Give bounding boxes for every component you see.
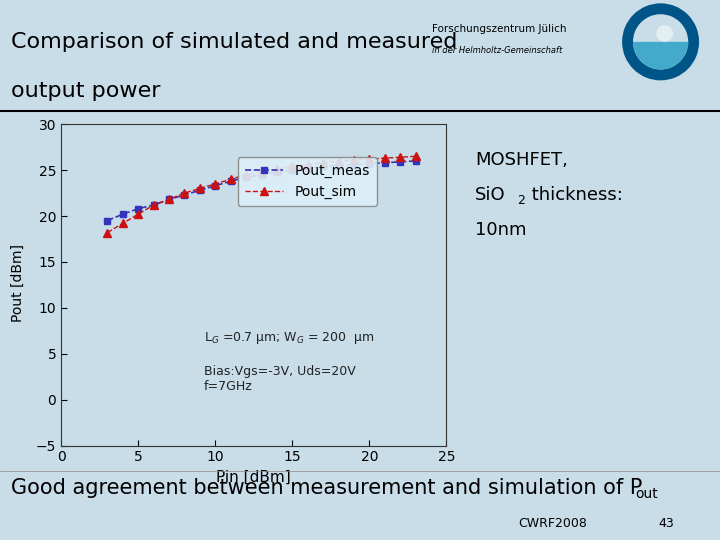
Text: 10nm: 10nm: [475, 221, 527, 239]
Text: in der Helmholtz-Gemeinschaft: in der Helmholtz-Gemeinschaft: [432, 46, 562, 55]
X-axis label: Pin [dBm]: Pin [dBm]: [217, 470, 291, 485]
Text: MOSHFET,: MOSHFET,: [475, 151, 568, 169]
Wedge shape: [633, 42, 688, 70]
Circle shape: [657, 25, 673, 42]
Text: Comparison of simulated and measured: Comparison of simulated and measured: [11, 32, 457, 52]
Legend: Pout_meas, Pout_sim: Pout_meas, Pout_sim: [238, 157, 377, 206]
Wedge shape: [622, 3, 699, 80]
Text: Good agreement between measurement and simulation of P: Good agreement between measurement and s…: [11, 478, 642, 498]
Text: 43: 43: [659, 517, 675, 530]
Text: thickness:: thickness:: [526, 186, 623, 204]
Text: SiO: SiO: [475, 186, 506, 204]
Text: Forschungszentrum Jülich: Forschungszentrum Jülich: [432, 24, 567, 35]
Text: Pout [dBm]: Pout [dBm]: [11, 245, 24, 322]
Text: output power: output power: [11, 81, 161, 101]
Text: L$_G$ =0.7 μm; W$_G$ = 200  μm: L$_G$ =0.7 μm; W$_G$ = 200 μm: [204, 330, 374, 346]
Text: Bias:Vgs=-3V, Uds=20V
f=7GHz: Bias:Vgs=-3V, Uds=20V f=7GHz: [204, 365, 356, 393]
Text: 2: 2: [517, 194, 525, 207]
Text: out: out: [635, 487, 658, 501]
Text: CWRF2008: CWRF2008: [518, 517, 588, 530]
